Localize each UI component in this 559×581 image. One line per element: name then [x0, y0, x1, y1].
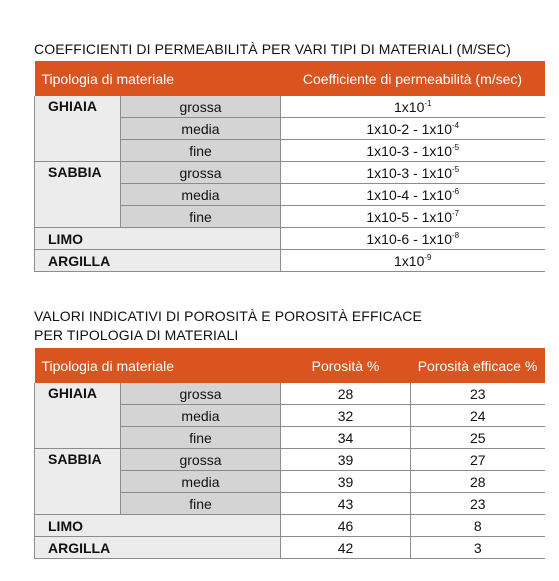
category-argilla: ARGILLA [34, 249, 281, 272]
effective-porosity-value: 23 [410, 383, 545, 405]
category-sabbia: SABBIA [34, 448, 121, 515]
permeability-table: Tipologia di materiale Coefficiente di p… [34, 61, 545, 272]
subcategory-cell: media [120, 183, 281, 206]
effective-porosity-value: 27 [410, 448, 545, 471]
category-limo: LIMO [34, 227, 281, 250]
subcategory-cell: fine [120, 139, 281, 162]
table-row: fine 34 25 [35, 426, 545, 449]
table-header-row: Tipologia di materiale Coefficiente di p… [34, 61, 545, 96]
effective-porosity-value: 3 [410, 536, 545, 559]
porosity-value: 39 [280, 470, 411, 493]
effective-porosity-value: 25 [410, 426, 545, 449]
category-sabbia: SABBIA [34, 161, 121, 228]
table-row: fine 43 23 [35, 492, 545, 515]
table-row: SABBIA grossa 1x10-3 - 1x10-5 [34, 161, 545, 228]
category-ghiaia: GHIAIA [34, 96, 121, 162]
category-argilla: ARGILLA [34, 536, 281, 559]
table-row: SABBIA grossa 39 27 [34, 448, 545, 515]
porosity-title-line1: VALORI INDICATIVI DI POROSITÀ E POROSITÀ… [34, 308, 422, 324]
permeability-value: 1x10-6 - 1x10-8 [280, 227, 545, 250]
porosity-value: 34 [280, 426, 411, 449]
porosity-value: 28 [280, 383, 411, 405]
permeability-value: 1x10-1 [280, 96, 545, 118]
table-header-row: Tipologia di materiale Porosità % Porosi… [34, 348, 545, 383]
porosity-value: 39 [280, 448, 411, 471]
subcategory-cell: media [120, 117, 281, 140]
header-effective-porosity: Porosità efficace % [410, 348, 545, 383]
subcategory-cell: grossa [120, 161, 281, 184]
porosity-value: 42 [280, 536, 411, 559]
subcategory-cell: fine [120, 426, 281, 449]
subcategory-cell: fine [120, 205, 281, 228]
subcategory-cell: grossa [120, 96, 281, 118]
table-row: fine 1x10-3 - 1x10-5 [35, 139, 545, 162]
permeability-value: 1x10-9 [280, 249, 545, 272]
table-row: media 1x10-2 - 1x10-4 [35, 117, 545, 140]
effective-porosity-value: 28 [410, 470, 545, 493]
header-material-type: Tipologia di materiale [34, 348, 281, 383]
permeability-table-title: COEFFICIENTI DI PERMEABILITÀ PER VARI TI… [34, 41, 511, 57]
header-permeability: Coefficiente di permeabilità (m/sec) [280, 61, 545, 96]
effective-porosity-value: 8 [410, 514, 545, 537]
subcategory-cell: fine [120, 492, 281, 515]
porosity-table-title: VALORI INDICATIVI DI POROSITÀ E POROSITÀ… [34, 307, 422, 345]
table-row: media 1x10-4 - 1x10-6 [35, 183, 545, 206]
category-ghiaia: GHIAIA [34, 383, 121, 449]
porosity-value: 43 [280, 492, 411, 515]
header-porosity: Porosità % [280, 348, 411, 383]
subcategory-cell: media [120, 404, 281, 427]
porosity-value: 32 [280, 404, 411, 427]
subcategory-cell: grossa [120, 383, 281, 405]
permeability-value: 1x10-5 - 1x10-7 [280, 205, 545, 228]
table-row: LIMO 46 8 [34, 514, 545, 537]
permeability-value: 1x10-4 - 1x10-6 [280, 183, 545, 206]
subcategory-cell: grossa [120, 448, 281, 471]
permeability-value: 1x10-3 - 1x10-5 [280, 161, 545, 184]
header-material-type: Tipologia di materiale [34, 61, 281, 96]
table-row: ARGILLA 42 3 [34, 536, 545, 559]
subcategory-cell: media [120, 470, 281, 493]
effective-porosity-value: 24 [410, 404, 545, 427]
porosity-table: Tipologia di materiale Porosità % Porosi… [34, 348, 545, 559]
permeability-value: 1x10-2 - 1x10-4 [280, 117, 545, 140]
table-row: GHIAIA grossa 28 23 [34, 383, 545, 449]
porosity-title-line2: PER TIPOLOGIA DI MATERIALI [34, 327, 239, 343]
effective-porosity-value: 23 [410, 492, 545, 515]
table-row: media 32 24 [35, 404, 545, 427]
table-row: ARGILLA 1x10-9 [34, 249, 545, 272]
porosity-value: 46 [280, 514, 411, 537]
table-row: LIMO 1x10-6 - 1x10-8 [34, 227, 545, 250]
table-row: GHIAIA grossa 1x10-1 [34, 96, 545, 162]
table-row: fine 1x10-5 - 1x10-7 [35, 205, 545, 228]
permeability-value: 1x10-3 - 1x10-5 [280, 139, 545, 162]
category-limo: LIMO [34, 514, 281, 537]
table-row: media 39 28 [35, 470, 545, 493]
